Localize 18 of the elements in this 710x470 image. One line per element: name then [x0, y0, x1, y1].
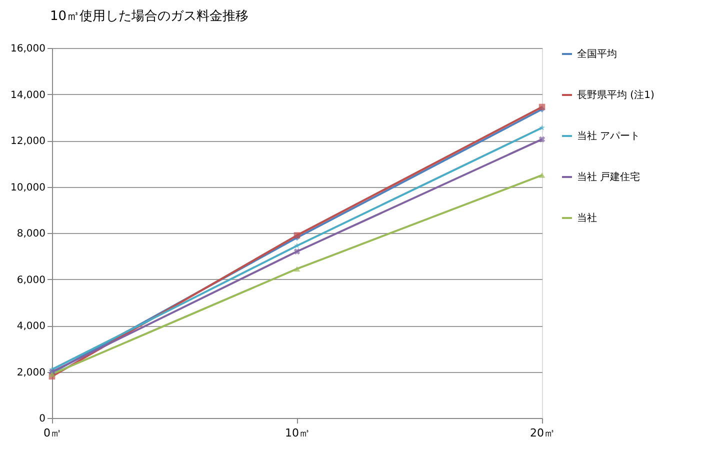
- x-tick-label: 20㎥: [530, 426, 555, 440]
- y-tick-label: 16,000: [10, 44, 46, 54]
- x-tick-label: 10㎥: [285, 426, 310, 440]
- legend-label: 当社 アパート: [577, 130, 640, 142]
- y-tick-label: 2,000: [16, 367, 46, 378]
- y-tick-label: 14,000: [10, 90, 46, 101]
- y-tick-label: 4,000: [16, 321, 46, 332]
- y-tick-label: 6,000: [16, 274, 46, 286]
- y-tick-label: 8,000: [16, 228, 46, 240]
- chart-title: 10㎥使用した場合のガス料金推移: [50, 9, 249, 24]
- x-tick-label: 0㎥: [44, 426, 62, 440]
- legend-label: 当社 戸建住宅: [577, 171, 640, 183]
- y-tick-label: 10,000: [10, 182, 46, 194]
- legend-label: 全国平均: [577, 48, 617, 60]
- legend-label: 長野県平均 (注1): [577, 89, 654, 101]
- legend-label: 当社: [577, 212, 597, 224]
- y-tick-label: 12,000: [10, 136, 46, 147]
- y-tick-label: 0: [39, 414, 46, 424]
